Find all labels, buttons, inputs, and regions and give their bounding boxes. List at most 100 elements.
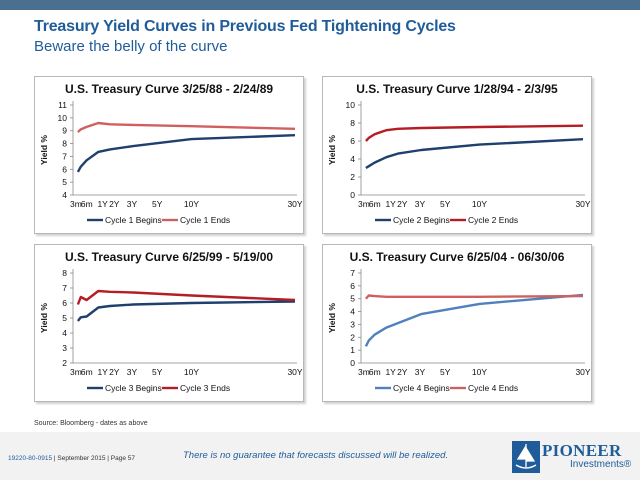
x-tick-label: 6m xyxy=(369,367,381,377)
page-info: 19220-80-0915 | September 2015 | Page 57 xyxy=(8,455,135,462)
y-tick-label: 6 xyxy=(62,164,67,174)
chart-panel-4: U.S. Treasury Curve 6/25/04 - 06/30/06 0 1… xyxy=(322,244,592,402)
y-tick-label: 6 xyxy=(350,281,355,291)
legend-label: Cycle 2 Ends xyxy=(468,215,518,225)
y-tick-label: 10 xyxy=(58,113,68,123)
y-tick-label: 5 xyxy=(62,177,67,187)
y-tick-label: 6 xyxy=(350,136,355,146)
x-tick-label: 5Y xyxy=(440,199,451,209)
legend-label: Cycle 4 Begins xyxy=(393,383,450,393)
x-tick-label: 30Y xyxy=(287,199,302,209)
logo-sub: Investments xyxy=(570,459,624,470)
legend-label: Cycle 1 Begins xyxy=(105,215,162,225)
series-line-1 xyxy=(76,300,296,322)
x-tick-label: 1Y xyxy=(385,367,396,377)
x-tick-label: 3Y xyxy=(127,367,138,377)
chart-title: U.S. Treasury Curve 6/25/04 - 06/30/06 xyxy=(350,250,565,264)
legend-label: Cycle 2 Begins xyxy=(393,215,450,225)
y-tick-label: 11 xyxy=(58,100,67,110)
y-axis-label: Yield % xyxy=(39,303,49,333)
x-tick-label: 30Y xyxy=(287,367,302,377)
chart-svg-3: U.S. Treasury Curve 6/25/99 - 5/19/00 2 3 4… xyxy=(39,250,303,393)
y-tick-label: 7 xyxy=(350,268,355,278)
series-line-2 xyxy=(365,294,584,300)
y-tick-label: 7 xyxy=(62,151,67,161)
chart-panel-2: U.S. Treasury Curve 1/28/94 - 2/3/95 0 2 4 6… xyxy=(322,76,592,234)
x-tick-label: 30Y xyxy=(575,199,590,209)
y-axis-label: Yield % xyxy=(327,135,337,165)
chart-title: U.S. Treasury Curve 1/28/94 - 2/3/95 xyxy=(356,82,558,96)
date-page: | September 2015 | Page 57 xyxy=(52,455,135,462)
series-line-2 xyxy=(76,289,296,305)
x-tick-label: 6m xyxy=(81,367,93,377)
legend-label: Cycle 4 Ends xyxy=(468,383,518,393)
disclaimer: There is no guarantee that forecasts dis… xyxy=(183,450,449,461)
x-tick-label: 1Y xyxy=(97,367,108,377)
y-axis-label: Yield % xyxy=(327,303,337,333)
x-tick-label: 2Y xyxy=(397,199,408,209)
chart-panel-1: U.S. Treasury Curve 3/25/88 - 2/24/89 4 5 6… xyxy=(34,76,304,234)
x-tick-label: 10Y xyxy=(184,199,199,209)
y-tick-label: 2 xyxy=(350,172,355,182)
y-axis-label: Yield % xyxy=(39,135,49,165)
y-tick-label: 1 xyxy=(350,345,355,355)
top-banner xyxy=(0,0,640,10)
x-tick-label: 10Y xyxy=(472,199,487,209)
y-tick-label: 0 xyxy=(350,190,355,200)
y-tick-label: 4 xyxy=(62,328,67,338)
x-tick-label: 1Y xyxy=(385,199,396,209)
y-tick-label: 2 xyxy=(62,358,67,368)
series-line-2 xyxy=(77,121,296,133)
x-tick-label: 1Y xyxy=(97,199,108,209)
series-line-1 xyxy=(365,138,584,170)
y-tick-label: 4 xyxy=(350,154,355,164)
y-tick-label: 10 xyxy=(346,100,356,110)
legend-label: Cycle 1 Ends xyxy=(180,215,230,225)
x-tick-label: 2Y xyxy=(397,367,408,377)
y-tick-label: 7 xyxy=(62,283,67,293)
y-tick-label: 9 xyxy=(62,126,67,136)
source-note: Source: Bloomberg - dates as above xyxy=(34,420,148,427)
y-tick-label: 8 xyxy=(62,268,67,278)
y-tick-label: 5 xyxy=(350,294,355,304)
chart-svg-2: U.S. Treasury Curve 1/28/94 - 2/3/95 0 2 4 6… xyxy=(327,82,591,225)
chart-panel-3: U.S. Treasury Curve 6/25/99 - 5/19/00 2 3 4… xyxy=(34,244,304,402)
x-tick-label: 3m xyxy=(70,199,82,209)
series-line-1 xyxy=(76,134,296,173)
logo-mark: ® xyxy=(623,459,632,470)
y-tick-label: 8 xyxy=(350,118,355,128)
x-tick-label: 5Y xyxy=(440,367,451,377)
x-tick-label: 5Y xyxy=(152,199,163,209)
x-tick-label: 6m xyxy=(81,199,93,209)
y-tick-label: 2 xyxy=(350,332,355,342)
page-subtitle: Beware the belly of the curve xyxy=(34,38,228,55)
doc-code: 19220-80-0915 xyxy=(8,455,53,462)
chart-svg-1: U.S. Treasury Curve 3/25/88 - 2/24/89 4 5 6… xyxy=(39,82,303,225)
x-tick-label: 2Y xyxy=(109,367,120,377)
chart-title: U.S. Treasury Curve 6/25/99 - 5/19/00 xyxy=(65,250,273,264)
y-tick-label: 3 xyxy=(350,319,355,329)
chart-svg-4: U.S. Treasury Curve 6/25/04 - 06/30/06 0 1… xyxy=(327,250,591,393)
x-tick-label: 6m xyxy=(369,199,381,209)
x-tick-label: 30Y xyxy=(575,367,590,377)
x-tick-label: 2Y xyxy=(109,199,120,209)
series-line-1 xyxy=(364,293,584,347)
x-tick-label: 3Y xyxy=(415,367,426,377)
y-tick-label: 4 xyxy=(350,307,355,317)
x-tick-label: 3m xyxy=(358,367,370,377)
x-tick-label: 10Y xyxy=(472,367,487,377)
y-tick-label: 6 xyxy=(62,298,67,308)
legend-label: Cycle 3 Ends xyxy=(180,383,230,393)
y-tick-label: 0 xyxy=(350,358,355,368)
series-line-2 xyxy=(365,124,584,142)
pioneer-ship-icon xyxy=(512,441,540,473)
y-tick-label: 4 xyxy=(62,190,67,200)
pioneer-logo: PIONEER Investments® xyxy=(512,441,632,473)
x-tick-label: 3Y xyxy=(127,199,138,209)
x-tick-label: 3m xyxy=(358,199,370,209)
logo-name: PIONEER xyxy=(542,441,622,460)
legend-label: Cycle 3 Begins xyxy=(105,383,162,393)
y-tick-label: 8 xyxy=(62,139,67,149)
chart-title: U.S. Treasury Curve 3/25/88 - 2/24/89 xyxy=(65,82,273,96)
y-tick-label: 5 xyxy=(62,313,67,323)
